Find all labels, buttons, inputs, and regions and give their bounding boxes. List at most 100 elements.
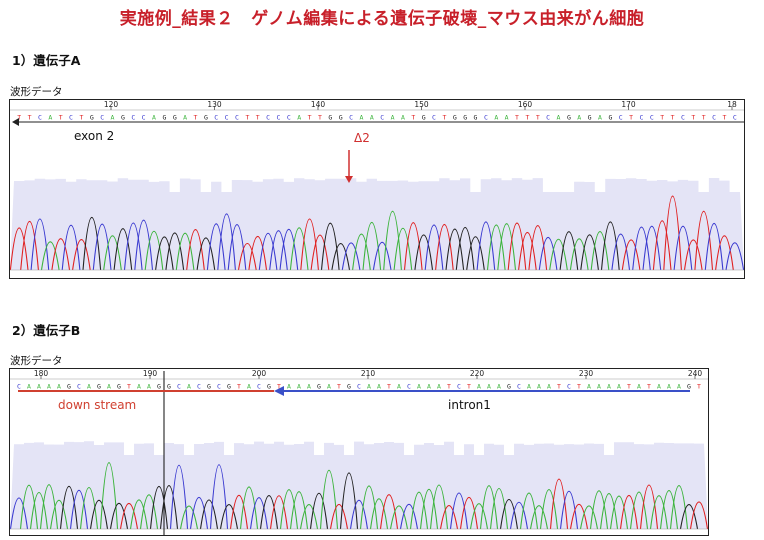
- peak-C: [509, 502, 529, 530]
- peak-C: [269, 230, 288, 271]
- base-call: T: [79, 114, 83, 122]
- base-call: G: [157, 383, 161, 391]
- base-call: T: [308, 114, 312, 122]
- base-call: C: [712, 114, 716, 122]
- base-call: C: [287, 114, 291, 122]
- quality-band: [10, 178, 744, 270]
- peak-A: [489, 488, 509, 530]
- peak-C: [725, 242, 744, 271]
- waveform-label-gene-a: 波形データ: [10, 86, 63, 98]
- peak-T: [569, 504, 589, 530]
- base-call: C: [277, 114, 281, 122]
- peak-T: [186, 229, 205, 271]
- base-call: C: [681, 114, 685, 122]
- base-call: C: [640, 114, 644, 122]
- base-call: G: [608, 114, 612, 122]
- base-call: G: [117, 383, 121, 391]
- base-call: A: [397, 383, 401, 391]
- base-call: A: [27, 383, 31, 391]
- base-call: A: [505, 114, 509, 122]
- peak-A: [239, 486, 259, 530]
- peak-C: [30, 218, 50, 271]
- base-call: C: [380, 114, 384, 122]
- peak-T: [507, 222, 527, 271]
- peak-C: [559, 491, 579, 530]
- base-call: A: [657, 383, 661, 391]
- base-call: A: [37, 383, 41, 391]
- peak-A: [289, 227, 309, 271]
- base-call: T: [691, 114, 695, 122]
- base-call: G: [328, 114, 332, 122]
- base-call: T: [28, 114, 32, 122]
- ruler-tick-label: 180: [34, 369, 49, 378]
- base-call: A: [577, 114, 581, 122]
- peak-G: [89, 499, 109, 530]
- base-call: A: [87, 383, 91, 391]
- peak-T: [435, 223, 454, 271]
- peak-A: [629, 491, 649, 530]
- peak-C: [189, 496, 209, 530]
- peak-A: [129, 499, 149, 530]
- base-call: T: [467, 383, 471, 391]
- base-call: C: [432, 114, 436, 122]
- peak-C: [538, 236, 558, 271]
- chromatogram-gene-a-svg: 120 130 140 150 160 170 18T T C A T C T G C A G C C A G G A T G C…: [10, 100, 744, 271]
- base-call: T: [245, 114, 249, 122]
- base-call: C: [38, 114, 42, 122]
- base-call: C: [457, 383, 461, 391]
- peak-C: [349, 499, 369, 530]
- peak-A: [659, 490, 679, 530]
- base-call: T: [697, 383, 701, 391]
- base-call: G: [567, 114, 571, 122]
- peak-T: [119, 503, 139, 530]
- base-call: A: [57, 383, 61, 391]
- peak-G: [414, 234, 434, 271]
- base-call: C: [100, 114, 104, 122]
- base-call: C: [567, 383, 571, 391]
- base-call: A: [287, 383, 291, 391]
- base-call: A: [401, 114, 405, 122]
- ruler-tick-label: 220: [470, 369, 485, 378]
- base-call: T: [237, 383, 241, 391]
- peak-A: [289, 491, 309, 530]
- base-call: C: [257, 383, 261, 391]
- ruler-tick-label: 200: [252, 369, 267, 378]
- base-call: G: [207, 383, 211, 391]
- base-call: A: [297, 114, 301, 122]
- peak-A: [40, 241, 60, 271]
- peak-C: [341, 242, 361, 271]
- peak-G: [199, 499, 219, 530]
- base-call: T: [629, 114, 633, 122]
- deletion-arrowhead: [345, 176, 353, 183]
- base-call: A: [391, 114, 395, 122]
- peak-A: [19, 484, 39, 530]
- base-call: T: [59, 114, 63, 122]
- base-call: T: [577, 383, 581, 391]
- peak-C: [258, 233, 278, 271]
- exon-arrowhead: [12, 118, 19, 126]
- peak-G: [600, 221, 620, 271]
- base-call: A: [247, 383, 251, 391]
- base-call: T: [387, 383, 391, 391]
- base-call: G: [97, 383, 101, 391]
- peak-A: [609, 495, 629, 530]
- peak-C: [249, 497, 269, 530]
- base-call: A: [617, 383, 621, 391]
- peak-G: [320, 222, 340, 271]
- ruler-tick-label: 130: [207, 100, 222, 109]
- base-call: G: [267, 383, 271, 391]
- peak-A: [479, 485, 499, 530]
- ruler-tick-label: 230: [579, 369, 594, 378]
- base-call: C: [484, 114, 488, 122]
- peak-A: [419, 489, 439, 530]
- base-call: T: [557, 383, 561, 391]
- peak-G: [219, 504, 239, 530]
- chromatogram-gene-a: 120 130 140 150 160 170 18 T T C A T C T G C A G C C A G G A T G C…: [9, 99, 745, 279]
- base-call: C: [177, 383, 181, 391]
- base-call: T: [536, 114, 540, 122]
- base-call: A: [547, 383, 551, 391]
- base-call: A: [637, 383, 641, 391]
- peak-A: [539, 489, 559, 530]
- peak-T: [518, 232, 537, 271]
- base-call: A: [427, 383, 431, 391]
